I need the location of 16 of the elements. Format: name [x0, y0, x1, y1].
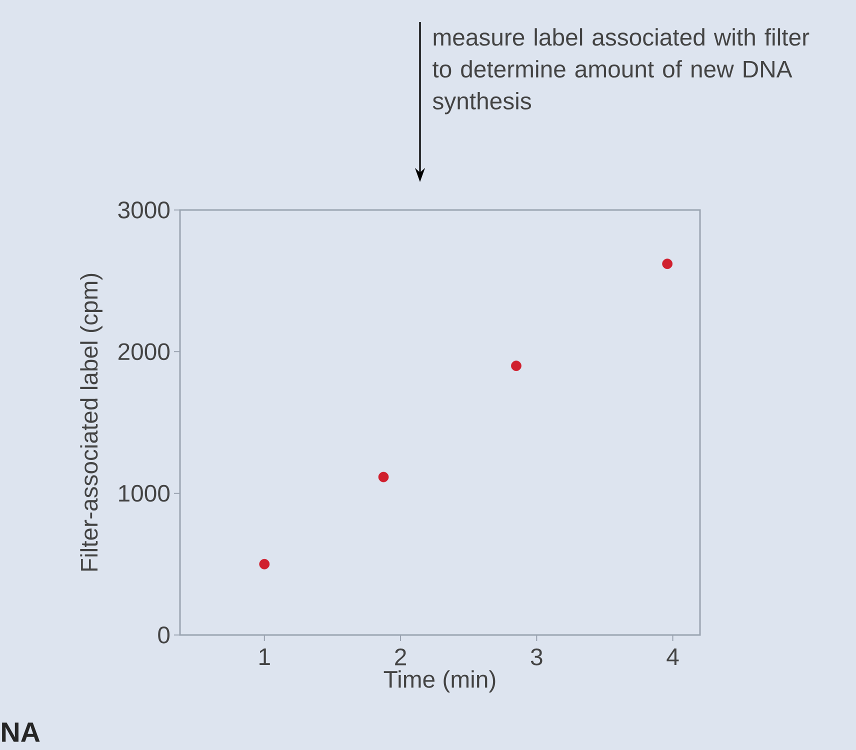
- point: [378, 472, 389, 482]
- point: [511, 360, 522, 372]
- y-axis-title: Filter-associated label (cpm): [80, 274, 102, 571]
- x-tick-label: 4: [666, 648, 679, 665]
- y-tick-label: 1000: [119, 484, 170, 502]
- x-tick-label: 3: [530, 648, 542, 666]
- point: [259, 558, 270, 570]
- y-tick-label: 3000: [118, 202, 170, 218]
- y-tick-label: 2000: [118, 343, 170, 360]
- x-tick-label: 2: [395, 648, 406, 666]
- x-tick-label: 1: [260, 648, 270, 665]
- text: measure label associated with filter to determine amount of new DNA synthesis: [432, 28, 810, 114]
- x-axis-title: Time (min): [384, 670, 496, 693]
- text: NA: [2, 722, 40, 742]
- point: [662, 258, 673, 270]
- y-tick-label: 0: [158, 626, 170, 644]
